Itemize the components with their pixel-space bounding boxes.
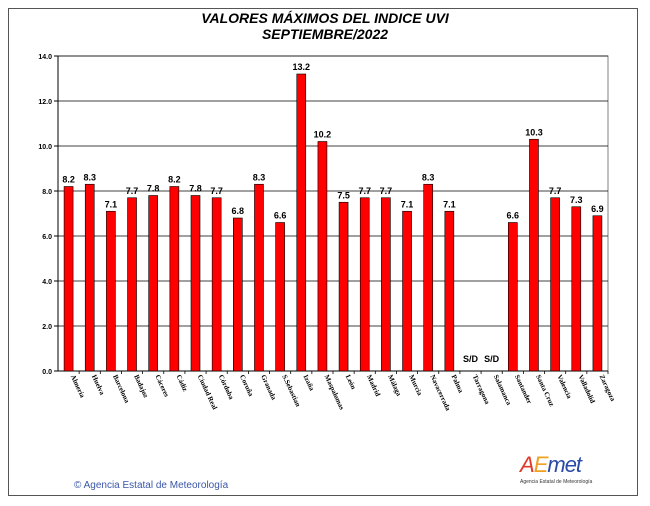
y-tick-label: 12.0: [38, 99, 52, 106]
x-tick-label: Cádiz: [175, 373, 190, 392]
x-tick-label: Salamanca: [492, 373, 513, 406]
chart-title: VALORES MÁXIMOS DEL INDICE UVI: [201, 10, 449, 26]
aemet-logo-word: AEmet: [520, 452, 582, 477]
x-tick-label: Huelva: [90, 373, 107, 396]
x-tick-label: Córdoba: [217, 373, 236, 401]
y-tick-label: 4.0: [42, 279, 52, 286]
x-tick-label: Barcelona: [111, 373, 131, 404]
bar: [63, 186, 74, 372]
x-tick-label: Izaña: [301, 373, 316, 392]
y-tick-label: 14.0: [38, 54, 52, 61]
data-label: 7.3: [570, 195, 583, 205]
data-label: 7.7: [380, 186, 393, 196]
bar: [508, 222, 518, 372]
x-tick-label: Zaragoza: [598, 373, 617, 403]
data-label: 8.3: [83, 172, 96, 182]
bar: [529, 138, 539, 372]
bar: [338, 201, 349, 372]
x-tick-label: Madrid: [365, 373, 382, 397]
data-label: 8.2: [168, 175, 181, 185]
data-label: 6.9: [591, 204, 604, 214]
x-tick-label: Tarragona: [471, 373, 492, 406]
data-label: 7.7: [210, 186, 223, 196]
y-tick-label: 2.0: [42, 324, 52, 331]
bar: [106, 210, 116, 372]
y-tick-label: 6.0: [42, 234, 52, 241]
x-tick-label: S.Sebastian: [280, 373, 302, 408]
bar: [550, 197, 560, 372]
bar: [359, 197, 370, 372]
copyright-text: © Agencia Estatal de Meteorología: [74, 480, 229, 491]
x-tick-label: Murcia: [407, 373, 424, 397]
data-label: 7.1: [443, 199, 456, 209]
x-tick-label: Palma: [450, 373, 466, 394]
data-label: S/D: [484, 354, 500, 364]
data-label: 6.8: [232, 206, 245, 216]
data-label: 7.5: [337, 190, 350, 200]
data-label: 7.8: [189, 184, 202, 194]
data-label: 7.7: [126, 186, 139, 196]
data-label: S/D: [463, 354, 479, 364]
x-tick-label: Navacerrada: [428, 373, 452, 412]
x-tick-label: Málaga: [386, 373, 403, 397]
bar: [233, 217, 243, 372]
data-label: 7.7: [358, 186, 371, 196]
bar: [211, 197, 222, 372]
x-tick-label: Badajoz: [132, 373, 150, 399]
bar: [592, 215, 603, 372]
x-tick-label: Ciudad Real: [196, 373, 219, 410]
y-tick-label: 10.0: [38, 144, 52, 151]
chart-subtitle: SEPTIEMBRE/2022: [261, 26, 389, 42]
data-label: 7.7: [549, 186, 562, 196]
data-label: 6.6: [274, 211, 287, 221]
data-label: 13.2: [293, 62, 311, 72]
bar: [381, 197, 391, 372]
data-label: 10.3: [525, 127, 543, 137]
bar: [296, 73, 307, 372]
x-tick-label: Valladolid: [576, 373, 596, 404]
aemet-logo: AEmet Agencia Estatal de Meteorología: [520, 452, 600, 488]
bar: [275, 222, 285, 372]
x-tick-label: León: [344, 373, 358, 390]
x-tick-label: Santander: [513, 373, 533, 405]
data-label: 6.6: [507, 211, 520, 221]
x-tick-label: Valencia: [555, 373, 573, 400]
bar: [148, 195, 158, 372]
x-tick-label: Cáceres: [153, 373, 170, 398]
data-label: 7.1: [401, 199, 414, 209]
bar: [317, 141, 328, 372]
bar: [84, 183, 95, 372]
x-tick-label: Almería: [69, 373, 87, 399]
bar: [444, 210, 455, 372]
bar: [190, 195, 201, 372]
bar: [402, 210, 412, 372]
bar: [571, 206, 582, 372]
data-label: 7.8: [147, 184, 160, 194]
x-tick-label: Coruña: [238, 373, 255, 398]
bar: [127, 197, 137, 372]
data-label: 8.3: [253, 172, 266, 182]
y-tick-label: 0.0: [42, 369, 52, 376]
data-label: 7.1: [105, 199, 118, 209]
bar: [423, 183, 433, 372]
aemet-logo-subtitle: Agencia Estatal de Meteorología: [520, 479, 593, 485]
bar: [169, 186, 180, 372]
data-label: 8.3: [422, 172, 435, 182]
data-label: 8.2: [62, 175, 75, 185]
x-tick-label: Maspalomas: [323, 373, 346, 411]
bar: [254, 183, 264, 372]
data-label: 10.2: [314, 130, 332, 140]
plot-area: [57, 55, 609, 372]
y-tick-label: 8.0: [42, 189, 52, 196]
x-tick-label: Granada: [259, 373, 278, 401]
x-tick-label: Santa Cruz: [534, 373, 556, 407]
